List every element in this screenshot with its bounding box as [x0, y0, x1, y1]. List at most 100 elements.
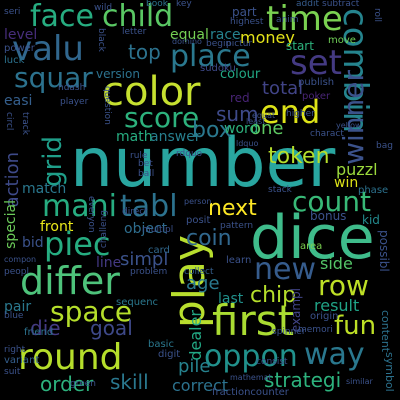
word-top: top [128, 40, 161, 64]
word-ndash: ndash [58, 83, 86, 93]
word-blue: blue [4, 311, 24, 321]
word-least: least [246, 117, 266, 126]
word-age: age [186, 273, 220, 294]
word-ldquo: ldquo [236, 139, 259, 148]
word-question: question [102, 86, 112, 125]
word-content: content [379, 310, 392, 353]
word-color: color [102, 69, 201, 115]
word-player: player [60, 97, 89, 107]
word-subtract: subtract [322, 0, 360, 9]
word-colour: colour [220, 67, 261, 82]
word-sequenc: sequenc [116, 297, 159, 308]
word-combin: combin [335, 8, 375, 134]
word-part: part [232, 5, 257, 19]
word-money: money [240, 28, 295, 47]
word-ball: ball [138, 169, 155, 179]
word-row: row [318, 269, 369, 302]
word-number: number [70, 124, 336, 203]
word-puzzl: puzzl [336, 160, 378, 179]
word-consist: consist [256, 357, 288, 367]
word-stack: stack [268, 185, 292, 195]
word-correct: correct [172, 376, 229, 395]
word-dealer: dealer [186, 310, 205, 361]
word-circl: circl [4, 112, 14, 131]
word-symbol: symbol [383, 352, 396, 392]
word-score: score [124, 101, 200, 134]
word-area: area [300, 241, 323, 252]
word-space: space [50, 295, 133, 328]
word-phase: phase [358, 185, 389, 196]
word-origin: origin [310, 311, 339, 322]
word-collect: collect [184, 267, 214, 277]
word-yellow: yellow [336, 121, 362, 130]
word-one: one [250, 118, 284, 139]
word-book: book [146, 0, 168, 9]
word-suit: suit [4, 367, 21, 377]
word-spinner: spinner [272, 327, 306, 337]
word-problem: problem [130, 267, 168, 277]
word-equat: equat [252, 111, 276, 120]
word-key: key [176, 0, 192, 9]
word-level: level [4, 27, 38, 43]
word-rdquo: rdquo [176, 149, 203, 159]
word-mani: mani [42, 189, 117, 224]
word-dice: dice [250, 203, 375, 273]
word-goal: goal [90, 316, 133, 340]
word-word: word [224, 121, 259, 137]
word-place: place [170, 39, 251, 74]
word-possibl: possibl [377, 230, 391, 272]
word-order: order [40, 372, 94, 396]
word-luck: luck [4, 55, 25, 66]
word-multipl: multipl [142, 225, 174, 235]
word-domino: domino [172, 37, 202, 46]
word-anim: anim [276, 15, 299, 25]
word-bonus: bonus [310, 209, 347, 223]
word-variant: variant [4, 355, 40, 366]
word-box: box [192, 118, 232, 143]
word-race: race [210, 27, 241, 43]
word-round: round [18, 337, 123, 378]
word-fractioncounter: fractioncounter [212, 387, 289, 398]
word-token: token [268, 144, 330, 169]
word-piec: piec [44, 225, 111, 263]
word-end: end [260, 93, 321, 131]
word-card: card [148, 245, 170, 256]
word-addit: addit [296, 0, 319, 9]
word-pattern: pattern [220, 221, 254, 231]
word-green: green [70, 379, 96, 389]
word-posit: posit [186, 215, 211, 226]
word-time: time [266, 0, 343, 39]
word-challeng: challeng [99, 210, 109, 249]
word-poker: poker [302, 91, 331, 102]
word-pair: pair [4, 299, 32, 315]
word-strategi: strategi [264, 368, 342, 392]
word-black: black [96, 28, 106, 52]
word-easi: easi [4, 93, 33, 109]
word-right: right [4, 345, 26, 355]
word-letter: letter [122, 27, 147, 37]
word-track: track [20, 112, 30, 135]
word-differ: differ [20, 259, 120, 303]
word-highest: highest [230, 17, 264, 27]
word-skill: skill [110, 370, 149, 394]
word-line: line [96, 255, 122, 271]
word-set: set [290, 43, 342, 83]
word-red: red [230, 91, 250, 105]
word-child: child [102, 0, 174, 34]
word-roll: roll [372, 8, 382, 23]
word-kid: kid [362, 213, 380, 227]
word-first: first [212, 296, 295, 345]
word-mathemat: mathemat [230, 373, 272, 382]
word-seri: seri [4, 7, 21, 17]
word-learn: learn [226, 255, 252, 266]
word-bet: bet [138, 159, 153, 169]
word-compon: compon [4, 255, 37, 264]
word-power: power [4, 43, 35, 54]
word-valu: valu [12, 29, 84, 69]
word-version: version [96, 67, 140, 81]
word-face: face [30, 0, 94, 34]
word-tabl: tabl [120, 189, 178, 224]
word-grid: grid [38, 136, 68, 187]
word-simpl: simpl [120, 249, 169, 270]
word-object: object [124, 221, 168, 237]
